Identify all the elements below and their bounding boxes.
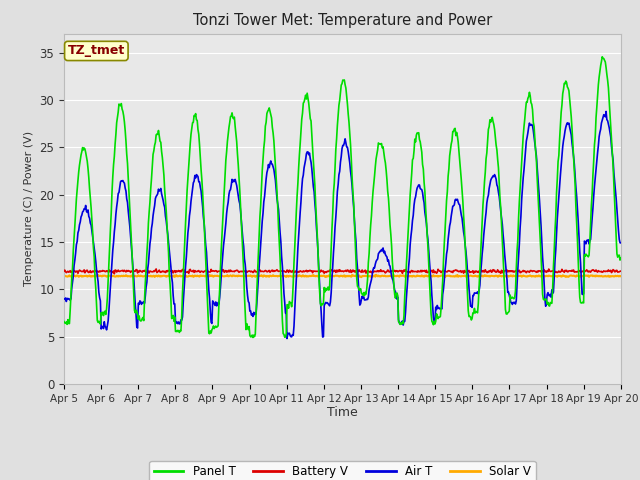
Line: Air T: Air T [64, 111, 621, 338]
Air T [214, 302, 221, 308]
Battery V [412, 269, 419, 275]
Panel T [70, 236, 78, 241]
Air T [283, 336, 291, 341]
X-axis label: Time: Time [327, 407, 358, 420]
Panel T [214, 324, 221, 330]
Panel T [598, 54, 606, 60]
Panel T [184, 175, 192, 181]
Air T [60, 296, 68, 302]
Solar V [411, 274, 419, 279]
Battery V [215, 268, 223, 274]
Solar V [441, 274, 449, 280]
Air T [127, 244, 135, 250]
Battery V [70, 268, 78, 274]
Battery V [617, 268, 625, 274]
Battery V [111, 271, 118, 276]
Solar V [214, 273, 221, 278]
Battery V [60, 268, 68, 274]
Panel T [249, 335, 257, 340]
Panel T [428, 311, 435, 317]
Air T [184, 230, 192, 236]
Panel T [617, 255, 625, 261]
Battery V [128, 268, 136, 274]
Text: TZ_tmet: TZ_tmet [68, 45, 125, 58]
Title: Tonzi Tower Met: Temperature and Power: Tonzi Tower Met: Temperature and Power [193, 13, 492, 28]
Solar V [70, 273, 78, 278]
Air T [411, 196, 419, 202]
Legend: Panel T, Battery V, Air T, Solar V: Panel T, Battery V, Air T, Solar V [149, 461, 536, 480]
Solar V [184, 274, 192, 279]
Panel T [60, 319, 68, 324]
Solar V [428, 273, 435, 279]
Panel T [411, 136, 419, 142]
Battery V [186, 267, 193, 273]
Battery V [152, 266, 160, 272]
Air T [602, 108, 610, 114]
Solar V [127, 273, 135, 278]
Panel T [127, 239, 135, 245]
Line: Battery V: Battery V [64, 269, 621, 274]
Air T [617, 240, 625, 246]
Solar V [60, 273, 68, 278]
Solar V [372, 272, 380, 278]
Battery V [428, 267, 436, 273]
Air T [70, 263, 78, 268]
Solar V [617, 273, 625, 279]
Y-axis label: Temperature (C) / Power (V): Temperature (C) / Power (V) [24, 131, 34, 287]
Line: Solar V: Solar V [64, 275, 621, 277]
Line: Panel T: Panel T [64, 57, 621, 337]
Air T [428, 278, 435, 284]
